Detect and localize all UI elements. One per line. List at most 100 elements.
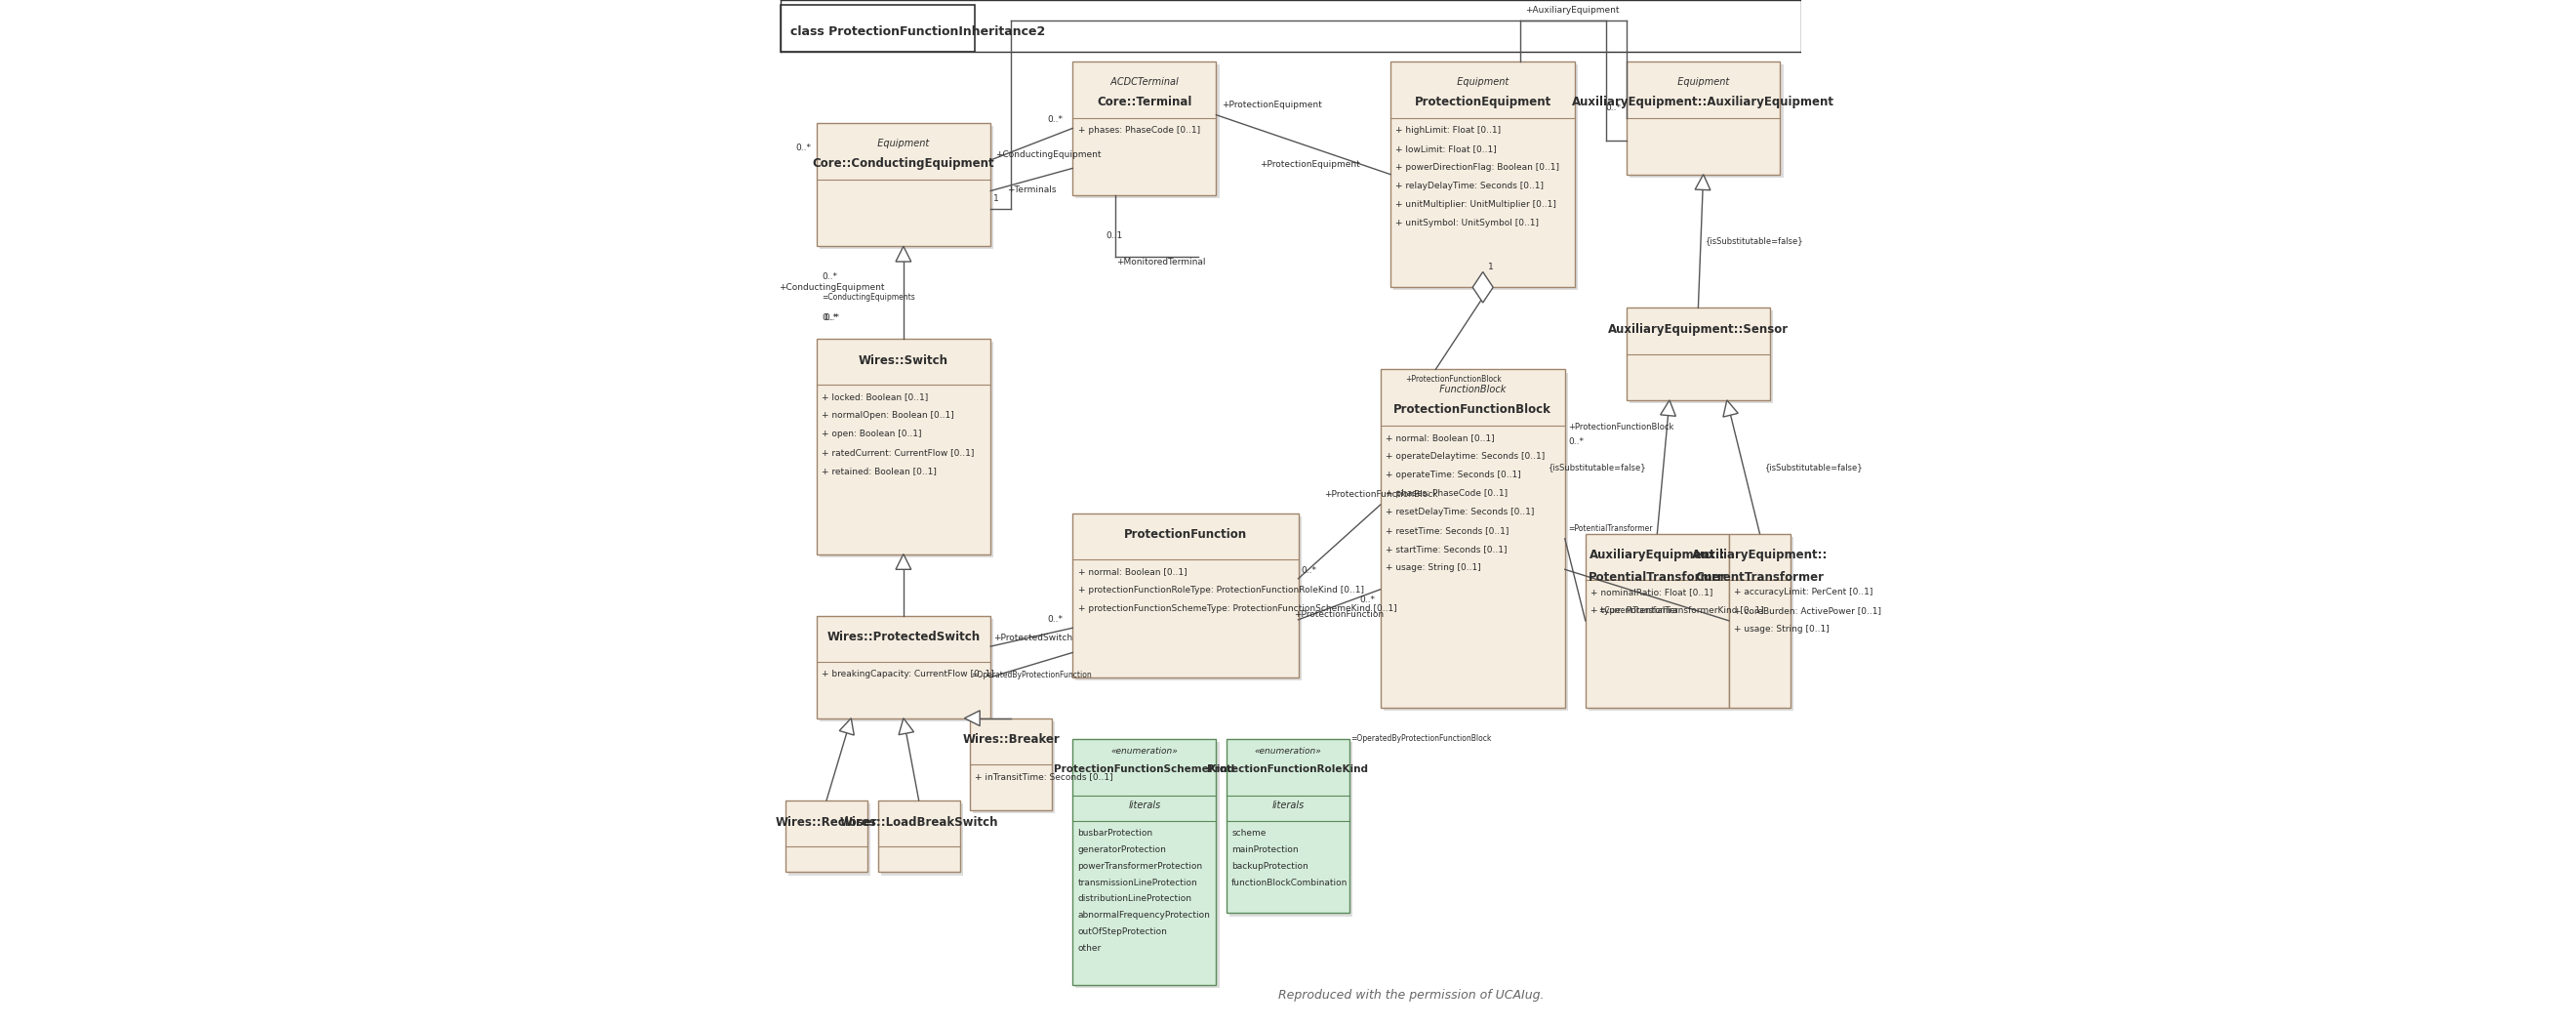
Text: «enumeration»: «enumeration» [1255, 747, 1321, 756]
FancyBboxPatch shape [1625, 308, 1770, 400]
Text: backupProtection: backupProtection [1231, 862, 1309, 871]
Text: +Terminals: +Terminals [1007, 186, 1056, 194]
Text: 0..*: 0..* [824, 314, 840, 322]
Text: ProtectionFunctionSchemeKind: ProtectionFunctionSchemeKind [1054, 764, 1234, 775]
Text: Core::ConductingEquipment: Core::ConductingEquipment [811, 157, 994, 169]
Text: ACDCTerminal: ACDCTerminal [1105, 77, 1185, 87]
FancyBboxPatch shape [1077, 516, 1301, 680]
Text: 0..*: 0..* [822, 314, 837, 322]
FancyBboxPatch shape [1229, 742, 1352, 916]
Text: +ProtectionFunction: +ProtectionFunction [1293, 610, 1383, 620]
Text: Wires::Breaker: Wires::Breaker [963, 734, 1059, 746]
FancyBboxPatch shape [1394, 65, 1579, 290]
Text: + powerDirectionFlag: Boolean [0..1]: + powerDirectionFlag: Boolean [0..1] [1396, 163, 1558, 172]
Text: 0..*: 0..* [796, 144, 811, 152]
Text: +ProtectedSwitch: +ProtectedSwitch [994, 634, 1072, 642]
Text: «enumeration»: «enumeration» [1110, 747, 1177, 756]
Text: + resetTime: Seconds [0..1]: + resetTime: Seconds [0..1] [1386, 526, 1510, 536]
Text: + normal: Boolean [0..1]: + normal: Boolean [0..1] [1386, 434, 1494, 443]
Polygon shape [1695, 174, 1710, 190]
FancyBboxPatch shape [1072, 739, 1216, 985]
Text: 0..*: 0..* [1046, 616, 1064, 624]
Text: Wires::Recloser: Wires::Recloser [775, 816, 878, 828]
Text: literals: literals [1273, 800, 1303, 811]
Text: 0..1: 0..1 [1105, 232, 1123, 240]
Text: other: other [1077, 944, 1103, 953]
Text: =OperatedByProtectionFunctionBlock: =OperatedByProtectionFunctionBlock [1350, 735, 1492, 743]
FancyBboxPatch shape [1381, 369, 1564, 708]
Text: literals: literals [1128, 800, 1162, 811]
Polygon shape [1662, 400, 1677, 417]
Text: +ProtectionEquipment: +ProtectionEquipment [1260, 160, 1360, 168]
Text: + retained: Boolean [0..1]: + retained: Boolean [0..1] [822, 467, 938, 476]
FancyBboxPatch shape [786, 800, 868, 872]
FancyBboxPatch shape [1584, 534, 1728, 708]
Text: +AuxiliaryEquipment: +AuxiliaryEquipment [1525, 6, 1620, 14]
Text: + lowLimit: Float [0..1]: + lowLimit: Float [0..1] [1396, 145, 1497, 154]
Text: {isSubstitutable=false}: {isSubstitutable=false} [1765, 463, 1862, 471]
Text: + type: PotentialTransformerKind [0..1]: + type: PotentialTransformerKind [0..1] [1589, 606, 1765, 616]
Text: +ProtectionFunctionBlock: +ProtectionFunctionBlock [1569, 423, 1674, 431]
Text: {isSubstitutable=false}: {isSubstitutable=false} [1705, 237, 1803, 245]
Text: + open: Boolean [0..1]: + open: Boolean [0..1] [822, 430, 922, 439]
FancyBboxPatch shape [819, 619, 994, 721]
Text: + ratedCurrent: CurrentFlow [0..1]: + ratedCurrent: CurrentFlow [0..1] [822, 448, 974, 458]
Text: mainProtection: mainProtection [1231, 845, 1298, 855]
FancyBboxPatch shape [878, 800, 961, 872]
Polygon shape [896, 246, 912, 262]
Text: Core::Terminal: Core::Terminal [1097, 95, 1193, 108]
Text: + highLimit: Float [0..1]: + highLimit: Float [0..1] [1396, 126, 1502, 135]
Text: + operateTime: Seconds [0..1]: + operateTime: Seconds [0..1] [1386, 471, 1520, 480]
Text: busbarProtection: busbarProtection [1077, 829, 1154, 838]
Text: PotentialTransformer: PotentialTransformer [1589, 571, 1726, 584]
Text: 0..*: 0..* [1046, 116, 1064, 124]
Text: + operateDelaytime: Seconds [0..1]: + operateDelaytime: Seconds [0..1] [1386, 452, 1546, 462]
Text: + normal: Boolean [0..1]: + normal: Boolean [0..1] [1077, 567, 1188, 577]
FancyBboxPatch shape [1625, 62, 1780, 174]
Text: + locked: Boolean [0..1]: + locked: Boolean [0..1] [822, 393, 927, 402]
FancyBboxPatch shape [1072, 62, 1216, 195]
FancyBboxPatch shape [974, 721, 1056, 814]
Polygon shape [840, 718, 855, 736]
Text: 1: 1 [994, 195, 999, 203]
Text: outOfStepProtection: outOfStepProtection [1077, 928, 1167, 937]
FancyBboxPatch shape [1077, 65, 1218, 198]
Text: + startTime: Seconds [0..1]: + startTime: Seconds [0..1] [1386, 545, 1507, 554]
Text: + breakingCapacity: CurrentFlow [0..1]: + breakingCapacity: CurrentFlow [0..1] [822, 670, 994, 679]
Text: powerTransformerProtection: powerTransformerProtection [1077, 862, 1203, 871]
Text: + normalOpen: Boolean [0..1]: + normalOpen: Boolean [0..1] [822, 411, 953, 421]
FancyBboxPatch shape [1077, 742, 1218, 988]
FancyBboxPatch shape [817, 339, 992, 554]
Text: ProtectionFunction: ProtectionFunction [1123, 528, 1247, 541]
FancyBboxPatch shape [1731, 537, 1793, 711]
Text: + usage: String [0..1]: + usage: String [0..1] [1734, 625, 1829, 634]
Text: functionBlockCombination: functionBlockCombination [1231, 878, 1347, 887]
Text: =ConductingEquipments: =ConductingEquipments [822, 293, 914, 302]
Text: AuxiliaryEquipment::: AuxiliaryEquipment:: [1692, 549, 1829, 561]
Text: + protectionFunctionRoleType: ProtectionFunctionRoleKind [0..1]: + protectionFunctionRoleType: Protection… [1077, 586, 1363, 595]
Text: {isSubstitutable=false}: {isSubstitutable=false} [1548, 463, 1646, 471]
Text: CurrentTransformer: CurrentTransformer [1695, 571, 1824, 584]
FancyBboxPatch shape [1631, 65, 1783, 177]
Polygon shape [1723, 400, 1739, 417]
Text: transmissionLineProtection: transmissionLineProtection [1077, 878, 1198, 887]
Text: + relayDelayTime: Seconds [0..1]: + relayDelayTime: Seconds [0..1] [1396, 182, 1543, 191]
Text: 0..*: 0..* [1569, 438, 1584, 446]
FancyBboxPatch shape [819, 126, 994, 249]
Text: ProtectionEquipment: ProtectionEquipment [1414, 95, 1551, 108]
Text: 0..*: 0..* [822, 273, 837, 281]
Text: + coreBurden: ActivePower [0..1]: + coreBurden: ActivePower [0..1] [1734, 606, 1880, 616]
Text: + inTransitTime: Seconds [0..1]: + inTransitTime: Seconds [0..1] [976, 773, 1113, 782]
Text: + accuracyLimit: PerCent [0..1]: + accuracyLimit: PerCent [0..1] [1734, 588, 1873, 597]
Text: Equipment: Equipment [871, 139, 935, 149]
FancyBboxPatch shape [817, 616, 992, 718]
Text: abnormalFrequencyProtection: abnormalFrequencyProtection [1077, 911, 1211, 920]
Text: ProtectionFunctionBlock: ProtectionFunctionBlock [1394, 403, 1551, 416]
Text: =PotentialTransformer: =PotentialTransformer [1569, 524, 1651, 532]
FancyBboxPatch shape [971, 718, 1051, 811]
Polygon shape [899, 718, 914, 735]
Text: + unitMultiplier: UnitMultiplier [0..1]: + unitMultiplier: UnitMultiplier [0..1] [1396, 200, 1556, 209]
Text: + usage: String [0..1]: + usage: String [0..1] [1386, 563, 1481, 573]
Polygon shape [896, 554, 912, 569]
FancyBboxPatch shape [1226, 739, 1350, 913]
